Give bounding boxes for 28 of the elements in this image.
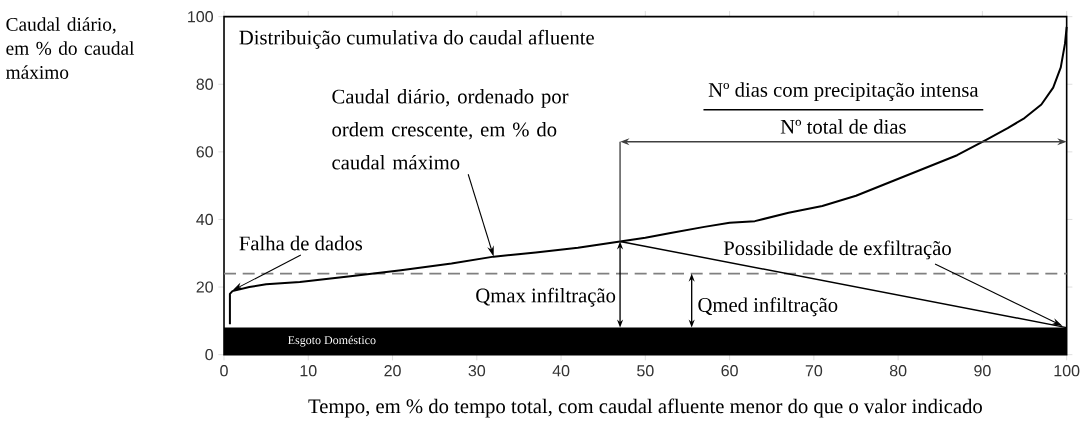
x-tick-label: 80 (889, 365, 907, 377)
y-tick-label: 80 (196, 78, 213, 90)
annotation: Qmax infiltração (476, 287, 616, 307)
x-tick-label: 60 (721, 365, 738, 377)
y-tick-label: 60 (196, 146, 213, 158)
text: Distribuição cumulativa do caudal afluente (239, 29, 594, 49)
x-axis-title: Tempo, em % do tempo total, com caudal afluente menor do que o valor indicado (308, 398, 982, 418)
x-tick-label: 90 (974, 365, 991, 377)
x-tick-label: 100 (1054, 365, 1080, 377)
x-tick-label: 20 (384, 365, 401, 377)
x-tick-label: 0 (220, 365, 228, 377)
annotation: Possibilidade de exfiltração (723, 240, 951, 260)
y-tick-label: 20 (196, 281, 213, 293)
annotation: Caudal diário, ordenado por ordem crescente, em % do caudal máximo (332, 88, 569, 170)
band-label: Esgoto Doméstico (288, 335, 376, 347)
annotation: Qmed infiltração (698, 297, 838, 317)
y-tick-label: 100 (188, 11, 213, 23)
y-tick-label: 40 (196, 213, 213, 226)
x-tick-label: 50 (637, 365, 654, 377)
y-axis-title: Caudal diário, em % do caudal máximo (6, 17, 135, 79)
x-tick-label: 10 (300, 365, 317, 377)
x-tick-label: 40 (552, 365, 570, 377)
annotation: Nº total de dias (780, 119, 906, 134)
annotation: Falha de dados (239, 235, 363, 251)
x-tick-label: 30 (468, 365, 486, 377)
y-tick-label: 0 (205, 348, 213, 361)
x-tick-label: 70 (805, 365, 823, 377)
annotation: Nº dias com precipitação intensa (708, 82, 979, 102)
